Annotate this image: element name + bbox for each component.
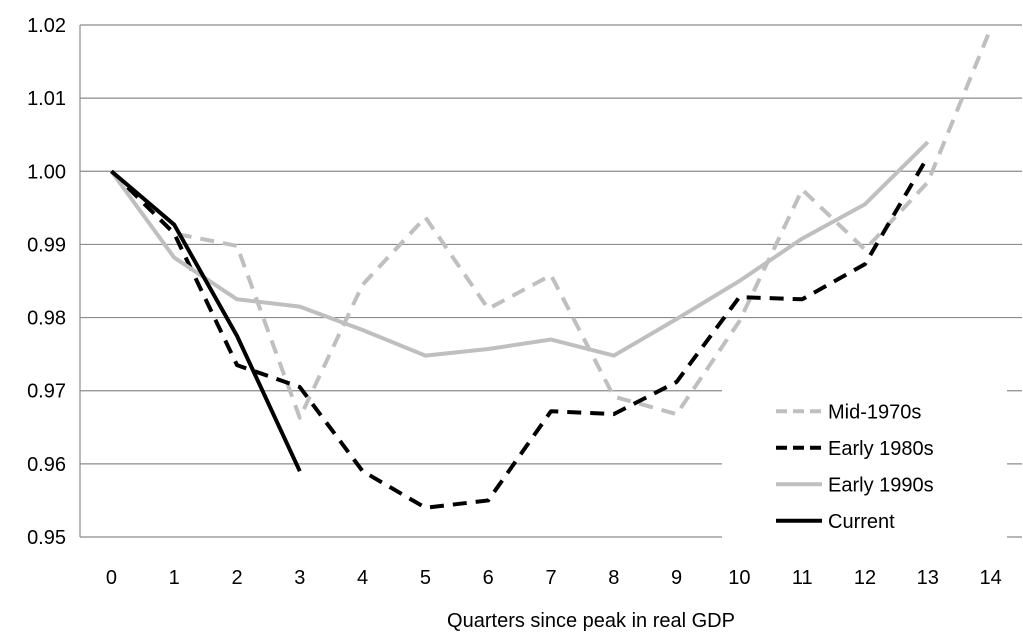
y-tick-label: 1.01 (27, 88, 66, 110)
x-tick-label: 6 (483, 567, 494, 589)
legend-label: Mid-1970s (828, 401, 921, 423)
x-tick-label: 7 (545, 567, 556, 589)
x-tick-label: 9 (671, 567, 682, 589)
x-tick-label: 14 (979, 567, 1001, 589)
x-tick-label: 12 (854, 567, 876, 589)
y-tick-label: 0.96 (27, 454, 66, 476)
series-line-early-1990s (109, 140, 930, 358)
x-tick-label: 2 (231, 567, 242, 589)
series-line-mid-1970s (109, 27, 993, 420)
legend: Mid-1970s Early 1980s Early 1990s Current (776, 401, 934, 533)
x-tick-label: 5 (420, 567, 431, 589)
y-tick-label: 0.97 (27, 381, 66, 403)
x-tick-label: 13 (917, 567, 939, 589)
y-tick-label: 1.00 (27, 161, 66, 183)
x-axis-title: Quarters since peak in real GDP (447, 610, 735, 632)
y-tick-label: 1.02 (27, 15, 66, 37)
y-tick-label: 0.95 (27, 527, 66, 549)
x-tick-label: 8 (608, 567, 619, 589)
legend-label: Current (828, 511, 895, 533)
series-lines (109, 27, 993, 510)
series-line-current (110, 169, 302, 473)
x-tick-label: 11 (792, 567, 813, 589)
y-axis-tick-labels: 0.95 0.96 0.97 0.98 0.99 1.00 1.01 1.02 (27, 15, 66, 549)
x-tick-label: 1 (169, 567, 180, 589)
x-tick-label: 3 (294, 567, 305, 589)
legend-background (722, 388, 1007, 538)
legend-label: Early 1990s (828, 474, 934, 496)
y-tick-label: 0.99 (27, 234, 66, 256)
legend-label: Early 1980s (828, 438, 934, 460)
x-tick-label: 0 (106, 567, 117, 589)
x-tick-label: 10 (728, 567, 750, 589)
x-tick-label: 4 (357, 567, 368, 589)
gridlines (79, 24, 1022, 538)
x-axis-tick-labels: 0 1 2 3 4 5 6 7 8 9 10 11 12 13 14 (106, 567, 1002, 589)
y-tick-label: 0.98 (27, 308, 66, 330)
